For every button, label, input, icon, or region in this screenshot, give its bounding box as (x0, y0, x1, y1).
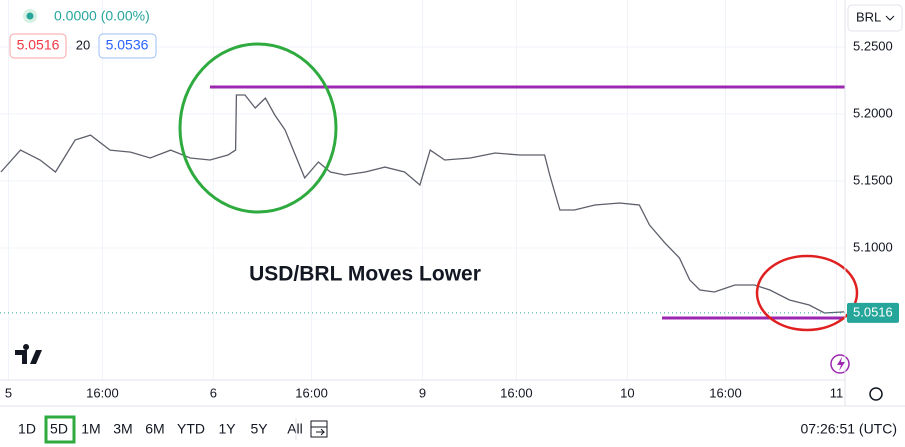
bid-box[interactable] (9, 33, 67, 59)
x-tick-label: 16:00 (709, 385, 742, 400)
range-button[interactable]: 1M (81, 421, 100, 437)
y-tick-label: 5.1500 (853, 172, 893, 187)
currency: BRL (856, 9, 881, 24)
settings-icon[interactable] (869, 387, 883, 401)
range-button[interactable]: 1Y (218, 421, 236, 437)
alert-icon (837, 357, 845, 371)
annotation: USD/BRL Moves Lower (249, 263, 481, 286)
last-price-box (847, 302, 899, 323)
highlight-circle (755, 254, 859, 332)
date-range-icon[interactable] (310, 420, 328, 438)
status-dot (26, 12, 34, 20)
ask: 5.0536 (106, 37, 149, 53)
y-tick-label: 5.2500 (853, 38, 893, 53)
currency-dropdown[interactable] (847, 4, 903, 32)
plot (0, 94, 845, 314)
x-tick-label: 16:00 (295, 385, 328, 400)
y-tick-label: 5.1000 (853, 239, 893, 254)
range-button[interactable]: All (287, 421, 303, 437)
price-line (0, 94, 845, 314)
grid (0, 0, 845, 380)
change: 0.0000 (0.00%) (54, 8, 150, 24)
clock: 07:26:51 (UTC) (801, 421, 897, 437)
last-price-label: 5.0516 (853, 304, 893, 319)
y-tick-label: 5.2000 (853, 105, 893, 120)
range-button[interactable]: 6M (145, 421, 164, 437)
x-tick-label: 10 (620, 385, 634, 400)
logo (15, 344, 42, 364)
range-button[interactable]: 1D (18, 421, 36, 437)
highlight-circle (178, 42, 338, 214)
range-selected (44, 415, 76, 444)
x-tick-label: 5 (5, 385, 12, 400)
x-tick-label: 6 (210, 385, 217, 400)
dropdown-arrow (885, 15, 895, 21)
x-tick-label: 9 (419, 385, 426, 400)
spread: 20 (76, 37, 90, 52)
x-tick-label: 11 (830, 385, 844, 400)
range-button[interactable]: YTD (177, 421, 205, 437)
ask-box[interactable] (98, 33, 157, 59)
bid: 5.0516 (17, 37, 60, 53)
toolbar: 1D 5D 1M 3M 6M YTD 1Y 5Y All (18, 415, 303, 444)
x-tick-label: 16:00 (500, 385, 533, 400)
range-button[interactable]: 5D (50, 421, 68, 437)
x-tick-label: 16:00 (86, 385, 119, 400)
range-button[interactable]: 3M (113, 421, 132, 437)
range-button[interactable]: 5Y (250, 421, 268, 437)
